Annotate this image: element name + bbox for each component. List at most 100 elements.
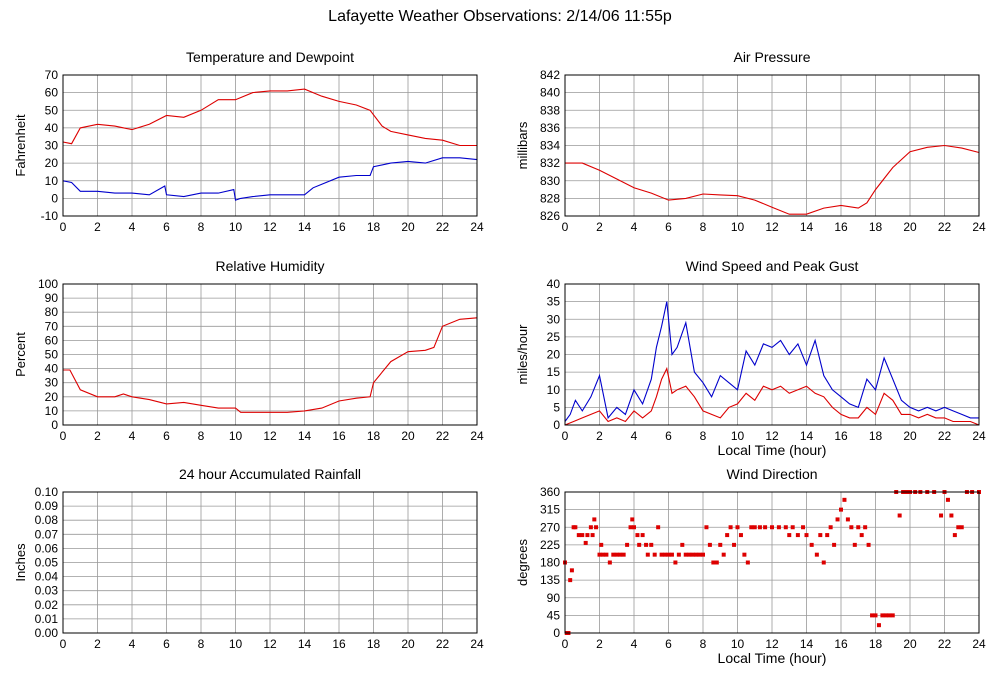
x-tick-label: 6 xyxy=(665,429,672,443)
y-tick-label: 40 xyxy=(45,362,59,376)
wind-direction-point xyxy=(583,540,588,545)
x-tick-label: 10 xyxy=(229,637,243,651)
x-tick-label: 4 xyxy=(129,220,136,234)
wind-direction-point xyxy=(614,552,619,557)
y-tick-label: 20 xyxy=(547,348,561,362)
x-tick-label: 10 xyxy=(731,220,745,234)
y-tick-label: 842 xyxy=(540,68,560,82)
wind-direction-point xyxy=(656,525,661,530)
wind-direction-point xyxy=(597,552,602,557)
x-tick-label: 8 xyxy=(198,220,205,234)
y-tick-label: 0 xyxy=(51,418,58,432)
wind-direction-point xyxy=(701,552,705,557)
y-tick-label: 0.07 xyxy=(35,527,59,541)
wind-title: Wind Speed and Peak Gust xyxy=(686,258,859,274)
x-tick-label: 10 xyxy=(731,429,745,443)
y-tick-label: 826 xyxy=(540,209,560,223)
wind-direction-point xyxy=(859,533,864,538)
y-tick-label: 50 xyxy=(45,348,59,362)
x-tick-label: 24 xyxy=(470,429,484,443)
wind-direction-point xyxy=(599,542,604,547)
wind-direction-point xyxy=(814,552,819,557)
wind-direction-point xyxy=(763,525,768,530)
x-tick-label: 18 xyxy=(367,429,381,443)
x-tick-label: 10 xyxy=(731,637,745,651)
wind-direction-point xyxy=(704,525,709,530)
y-tick-label: 0.09 xyxy=(35,499,59,513)
direction-x-axis-label: Local Time (hour) xyxy=(718,650,827,666)
wind-direction-point xyxy=(676,552,681,557)
x-tick-label: 8 xyxy=(700,429,707,443)
y-tick-label: 0.06 xyxy=(35,541,59,555)
x-tick-label: 0 xyxy=(562,220,569,234)
x-tick-label: 4 xyxy=(631,220,638,234)
temp-y-axis-label: Fahrenheit xyxy=(13,114,28,177)
wind-direction-point xyxy=(749,525,754,530)
y-tick-label: 834 xyxy=(540,139,560,153)
y-tick-label: 90 xyxy=(45,291,59,305)
x-tick-label: 8 xyxy=(700,637,707,651)
wind-direction-point xyxy=(845,517,850,522)
wind-direction-point xyxy=(959,525,964,530)
wind-direction-point xyxy=(604,552,609,557)
temp-series-0-line xyxy=(62,88,477,147)
pressure-series-0-line xyxy=(565,144,980,215)
wind-direction-point xyxy=(697,552,702,557)
y-tick-label: 836 xyxy=(540,121,560,135)
x-tick-label: 22 xyxy=(938,220,952,234)
x-tick-label: 2 xyxy=(596,220,603,234)
wind-direction-point xyxy=(585,533,590,538)
y-tick-label: 0.03 xyxy=(35,584,59,598)
x-tick-label: 6 xyxy=(163,637,170,651)
x-tick-label: 24 xyxy=(972,220,986,234)
wind-direction-point xyxy=(721,552,726,557)
y-tick-label: 0.08 xyxy=(35,513,59,527)
humidity-chart: 0 2 4 6 8 10 12 14 16 18 20 22 240102030405060708090… xyxy=(13,258,484,443)
wind-direction-point xyxy=(804,533,809,538)
x-tick-label: 4 xyxy=(631,637,638,651)
wind-direction-point xyxy=(628,525,633,530)
wind-direction-point xyxy=(866,542,871,547)
direction-title: Wind Direction xyxy=(726,466,817,482)
x-tick-label: 0 xyxy=(562,429,569,443)
y-tick-label: 35 xyxy=(547,295,561,309)
x-tick-label: 14 xyxy=(800,220,814,234)
wind-direction-point xyxy=(939,513,944,518)
temp-title: Temperature and Dewpoint xyxy=(186,49,354,65)
wind-direction-point xyxy=(745,560,750,565)
wind-direction-point xyxy=(856,525,861,530)
x-tick-label: 4 xyxy=(631,429,638,443)
y-tick-label: 20 xyxy=(45,156,59,170)
x-tick-label: 24 xyxy=(470,637,484,651)
y-tick-label: 0 xyxy=(51,191,58,205)
wind-direction-point xyxy=(580,533,585,538)
x-tick-label: 4 xyxy=(129,429,136,443)
y-tick-label: 5 xyxy=(553,400,560,414)
wind-direction-point xyxy=(588,525,593,530)
x-tick-label: 20 xyxy=(401,429,415,443)
x-tick-label: 0 xyxy=(60,637,67,651)
rain-frame xyxy=(62,491,478,634)
x-tick-label: 18 xyxy=(869,429,883,443)
x-tick-label: 20 xyxy=(903,637,917,651)
x-tick-label: 6 xyxy=(163,220,170,234)
wind-direction-point xyxy=(809,542,814,547)
x-tick-label: 24 xyxy=(470,220,484,234)
wind-direction-point xyxy=(590,533,595,538)
x-tick-label: 16 xyxy=(834,637,848,651)
y-tick-label: 0.10 xyxy=(35,485,59,499)
y-tick-label: 830 xyxy=(540,174,560,188)
wind-direction-point xyxy=(952,533,957,538)
wind-direction-point xyxy=(873,613,878,618)
x-tick-label: 24 xyxy=(972,637,986,651)
wind-direction-point xyxy=(897,513,902,518)
y-tick-label: 20 xyxy=(45,390,59,404)
wind-direction-point xyxy=(718,542,723,547)
wind-direction-point xyxy=(825,533,830,538)
wind-direction-point xyxy=(842,497,847,502)
wind-direction-point xyxy=(801,525,806,530)
wind-direction-point xyxy=(592,517,597,522)
wind-direction-point xyxy=(945,497,950,502)
wind-direction-point xyxy=(728,525,733,530)
wind-direction-point xyxy=(870,613,875,618)
